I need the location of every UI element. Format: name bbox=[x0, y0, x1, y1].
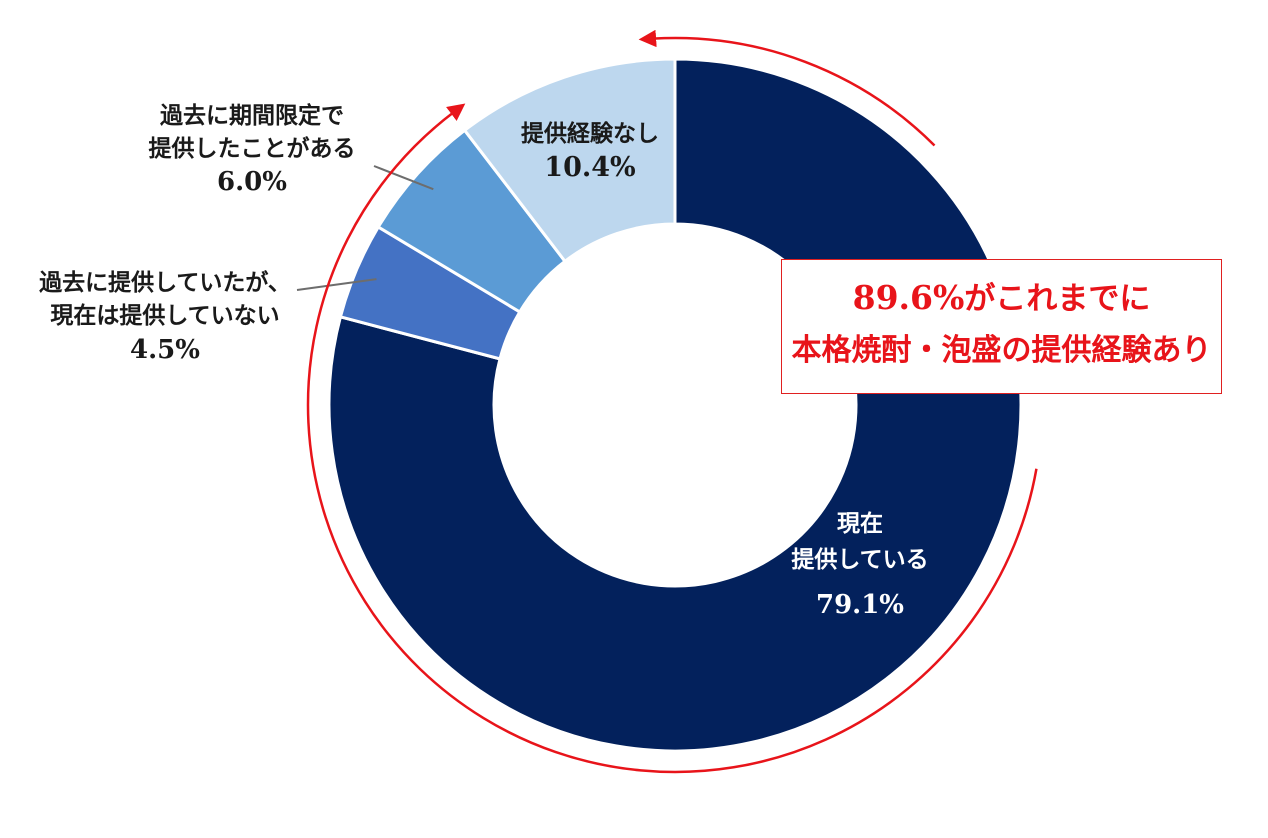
highlight-arrows bbox=[306, 29, 1038, 774]
slice-label-3-line-1: 過去に期間限定で bbox=[160, 102, 344, 129]
highlight-arrow-main bbox=[306, 103, 1038, 774]
slice-label-1-line-2: 提供している bbox=[791, 546, 928, 573]
callout-box: 89.6%がこれまでに 本格焼酎・泡盛の提供経験あり bbox=[781, 259, 1222, 394]
slice-value-1: 79.1% bbox=[816, 590, 904, 620]
slice-value-3: 6.0% bbox=[217, 167, 287, 197]
slice-value-2: 4.5% bbox=[130, 335, 200, 365]
highlight-arrow-top bbox=[638, 29, 936, 147]
slice-label-2-line-2: 現在は提供していない bbox=[50, 302, 279, 329]
slice-label-2-line-1: 過去に提供していたが、 bbox=[39, 269, 291, 296]
leader-line-2 bbox=[296, 278, 377, 291]
slice-label-4: 提供経験なし 10.4% bbox=[521, 120, 659, 183]
callout-line-2: 本格焼酎・泡盛の提供経験あり bbox=[791, 333, 1212, 368]
slice-label-1-line-1: 現在 bbox=[837, 510, 883, 537]
slice-label-4-line-1: 提供経験なし bbox=[521, 120, 659, 147]
leader-line-3 bbox=[373, 165, 434, 191]
slice-label-3-line-2: 提供したことがある bbox=[149, 135, 356, 162]
slice-labels: 現在提供している79.1%過去に提供していたが、現在は提供していない4.5%過去… bbox=[39, 102, 929, 620]
slice-label-2: 過去に提供していたが、現在は提供していない 4.5% bbox=[39, 269, 291, 365]
slice-value-4: 10.4% bbox=[544, 152, 635, 183]
callout-percent: 89.6% bbox=[852, 278, 965, 317]
callout-line-1-rest: がこれまでに bbox=[964, 281, 1151, 317]
slices-layer bbox=[327, 57, 1023, 753]
callout-line-1: 89.6%がこれまでに bbox=[782, 278, 1221, 318]
slice-4 bbox=[462, 57, 677, 264]
leader-lines bbox=[296, 165, 434, 291]
